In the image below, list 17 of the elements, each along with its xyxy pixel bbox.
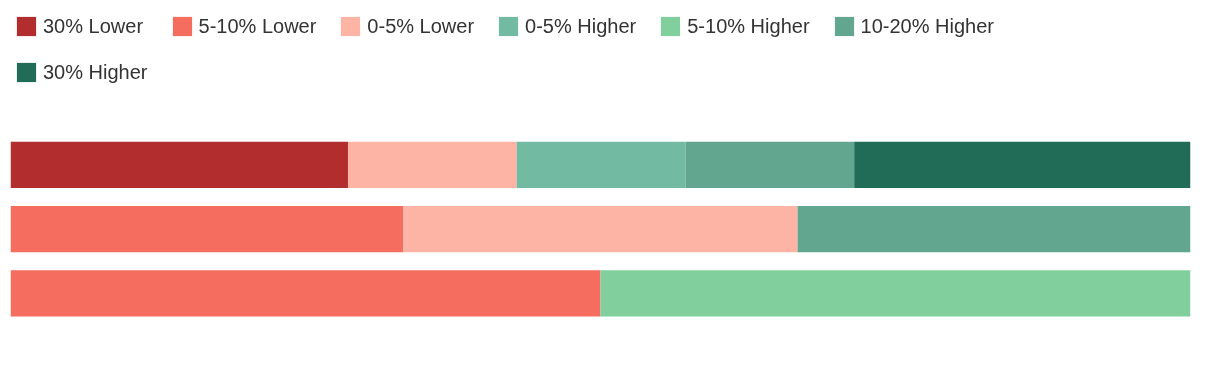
bar <box>600 270 1191 317</box>
bar <box>797 205 1191 253</box>
bar <box>10 141 348 188</box>
legend-label: 10-20% Higher <box>860 14 994 38</box>
legend-label: 5-10% Higher <box>687 14 810 38</box>
bar <box>10 205 404 253</box>
bar <box>403 205 798 253</box>
bar <box>854 141 1191 188</box>
bar <box>10 270 601 317</box>
legend-label: 0-5% Lower <box>367 14 475 38</box>
bar <box>685 141 855 188</box>
bar <box>516 141 686 188</box>
legend-label: 30% Higher <box>43 60 148 84</box>
legend-label: 0-5% Higher <box>525 14 637 38</box>
legend-label: 5-10% Lower <box>198 14 317 38</box>
bar <box>347 141 517 188</box>
legend-label: 30% Lower <box>43 14 144 38</box>
